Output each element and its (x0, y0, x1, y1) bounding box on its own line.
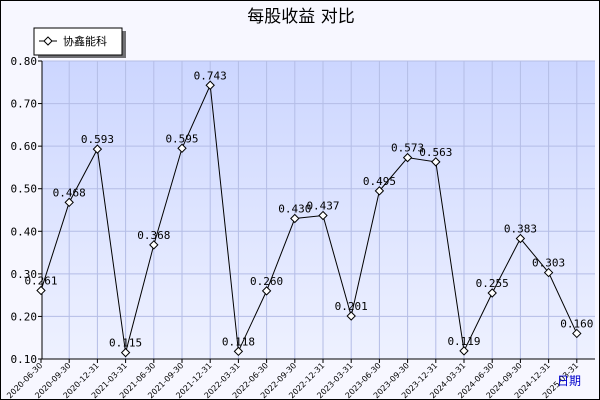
data-point-marker (487, 288, 497, 298)
data-label: 0.743 (194, 69, 227, 82)
series-line (36, 80, 582, 358)
data-label: 0.495 (363, 175, 396, 188)
data-point-marker (346, 311, 356, 321)
data-label: 0.115 (109, 337, 142, 350)
y-tick-label: 0.30 (11, 268, 38, 281)
data-label: 0.261 (24, 274, 57, 287)
data-point-marker (92, 144, 103, 154)
data-label: 0.260 (250, 275, 283, 288)
data-point-marker (233, 346, 244, 357)
legend: 协鑫能科 (33, 27, 126, 58)
data-point-marker (318, 210, 328, 221)
data-label: 0.595 (165, 132, 198, 145)
data-point-marker (36, 285, 46, 296)
data-label: 0.468 (53, 186, 86, 199)
data-point-marker (261, 286, 272, 296)
y-tick-label: 0.10 (11, 353, 38, 366)
y-tick-label: 0.70 (11, 98, 38, 111)
y-tick-label: 0.60 (11, 140, 38, 153)
data-label: 0.368 (137, 229, 170, 242)
data-point-marker (431, 157, 441, 167)
x-axis-label: 日期 (557, 374, 581, 388)
data-point-marker (149, 240, 159, 250)
data-point-marker (515, 233, 526, 244)
data-point-marker (205, 80, 215, 90)
y-tick-label: 0.50 (11, 183, 38, 196)
legend-diamond-marker (43, 36, 53, 46)
data-label: 0.593 (81, 133, 114, 146)
grid-lines (42, 60, 595, 359)
data-label: 0.160 (560, 317, 593, 330)
data-point-marker (290, 213, 300, 224)
y-axis-ticks: 0.10 0.20 0.30 0.40 0.50 0.60 0.70 0.80 (11, 55, 42, 366)
data-label: 0.573 (391, 142, 424, 155)
data-label: 0.383 (504, 223, 537, 236)
legend-entry-label: 协鑫能科 (63, 34, 107, 48)
data-label: 0.430 (278, 203, 311, 216)
data-point-marker (543, 267, 554, 278)
y-tick-label: 0.20 (11, 310, 38, 323)
data-point-marker (374, 186, 385, 196)
data-point-marker (120, 347, 131, 358)
data-point-marker (177, 143, 187, 153)
data-point-marker (459, 346, 469, 356)
data-label: 0.437 (306, 200, 339, 213)
series-polyline (40, 83, 578, 354)
data-point-marker (572, 328, 582, 339)
plot-area (42, 61, 595, 359)
y-tick-label: 0.40 (11, 225, 38, 238)
data-label: 0.255 (476, 277, 509, 290)
data-label: 0.201 (335, 300, 368, 313)
data-label: 0.563 (419, 146, 452, 159)
data-point-marker (402, 152, 413, 163)
data-label: 0.119 (447, 335, 480, 348)
x-axis-ticks: 2020-06-302020-09-302020-12-312021-03-31… (5, 359, 580, 399)
y-tick-label: 0.80 (11, 55, 38, 68)
chart-title: 每股收益 对比 (247, 7, 354, 27)
data-point-marker (64, 197, 74, 208)
data-label: 0.118 (222, 335, 255, 348)
data-labels: 0.261 0.468 0.593 0.115 0.368 0.595 0.743 0.118… (24, 69, 593, 349)
data-label: 0.303 (532, 257, 565, 270)
